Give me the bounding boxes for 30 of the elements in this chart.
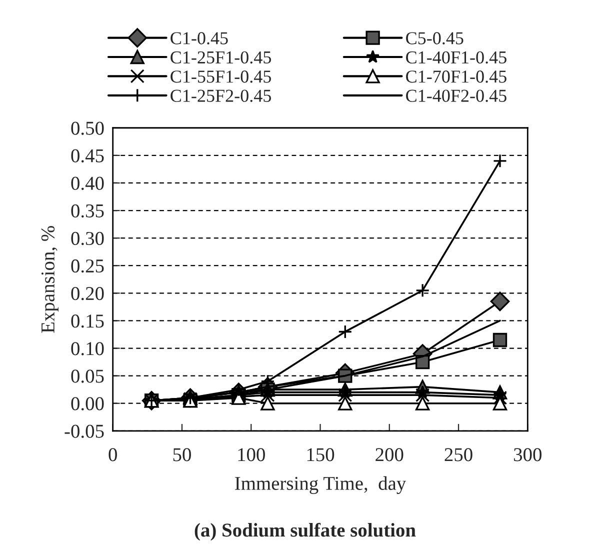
y-tick-label: 0.25 — [71, 259, 104, 273]
legend-label: C1-0.45 — [170, 32, 228, 44]
x-tick-label: 0 — [108, 448, 117, 462]
y-tick-label: 0.50 — [71, 122, 104, 135]
x-tick-label: 200 — [376, 448, 404, 462]
legend-label: C1-40F1-0.45 — [406, 51, 506, 64]
x-tick-label: 100 — [238, 448, 265, 462]
y-tick-label: 0.05 — [71, 370, 104, 383]
legend-label: C1-25F1-0.45 — [170, 51, 271, 64]
text: (a) Sodium sulfate solution — [194, 522, 416, 541]
y-tick-label: 0.35 — [71, 204, 104, 218]
y-tick-label: 0.45 — [71, 149, 104, 162]
legend-label: C1-70F1-0.45 — [406, 70, 506, 83]
y-tick-label: 0.15 — [71, 314, 104, 328]
x-tick-label: 250 — [444, 448, 472, 462]
y-tick-label: 0.10 — [71, 342, 104, 356]
y-tick-label: 0.00 — [71, 397, 104, 410]
x-tick-label: 50 — [173, 448, 191, 462]
x-axis-title: Immersing Time, day — [235, 476, 406, 494]
y-tick-label: 0.20 — [71, 286, 104, 300]
legend-label: C1-25F2-0.45 — [170, 90, 271, 102]
x-tick-label: 150 — [307, 448, 334, 462]
y-tick-label: 0.40 — [71, 176, 104, 190]
legend-label: C5-0.45 — [406, 32, 464, 44]
y-axis-title: Expansion, % — [41, 226, 58, 333]
legend-label: C1-40F2-0.45 — [406, 90, 506, 102]
y-tick-label: -0.05 — [64, 424, 104, 438]
legend-label: C1-55F1-0.45 — [170, 70, 271, 83]
y-tick-label: 0.30 — [71, 232, 104, 246]
x-tick-label: 300 — [514, 448, 542, 462]
